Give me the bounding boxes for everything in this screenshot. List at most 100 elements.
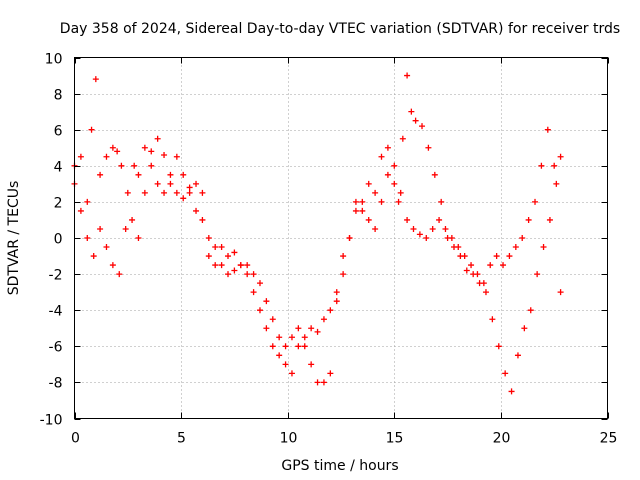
data-point bbox=[395, 198, 402, 205]
data-point bbox=[218, 244, 225, 251]
data-point bbox=[167, 180, 174, 187]
data-point bbox=[327, 370, 334, 377]
data-point bbox=[114, 148, 121, 155]
data-point bbox=[173, 189, 180, 196]
data-point bbox=[180, 195, 187, 202]
data-point bbox=[92, 76, 99, 83]
data-point bbox=[544, 126, 551, 133]
data-point bbox=[419, 123, 426, 130]
data-point bbox=[538, 162, 545, 169]
data-point bbox=[519, 235, 526, 241]
data-point bbox=[416, 231, 423, 238]
data-point bbox=[480, 280, 487, 287]
y-tick-label: -2 bbox=[49, 268, 63, 284]
data-point bbox=[231, 267, 238, 274]
series-track-a bbox=[71, 72, 564, 395]
data-point bbox=[365, 180, 372, 187]
data-point bbox=[546, 216, 553, 223]
data-point bbox=[514, 352, 521, 359]
data-point bbox=[378, 198, 385, 205]
data-point bbox=[412, 117, 419, 124]
grid bbox=[74, 57, 608, 419]
y-axis-label: SDTVAR / TECUs bbox=[6, 181, 22, 296]
series-track-b bbox=[71, 126, 564, 386]
data-point bbox=[77, 153, 84, 160]
data-point bbox=[135, 235, 142, 241]
tick-labels: 0 5 10 15 20 25 -10 -8 -6 -4 -2 0 2 4 6 8 10 bbox=[40, 52, 618, 447]
data-point bbox=[482, 289, 489, 296]
data-point bbox=[276, 352, 283, 359]
data-point bbox=[97, 225, 104, 232]
data-point bbox=[527, 307, 534, 314]
data-point bbox=[340, 253, 347, 260]
data-point bbox=[109, 262, 116, 269]
data-point bbox=[77, 207, 84, 214]
data-point bbox=[250, 289, 257, 296]
data-point bbox=[135, 171, 142, 178]
data-point bbox=[425, 144, 432, 151]
data-point bbox=[463, 267, 470, 274]
y-tick-label: -8 bbox=[49, 376, 63, 392]
data-point bbox=[359, 207, 366, 214]
data-point bbox=[314, 328, 321, 335]
data-point bbox=[408, 108, 415, 115]
data-point bbox=[141, 144, 148, 151]
data-point bbox=[346, 235, 353, 241]
data-point bbox=[269, 316, 276, 323]
data-point bbox=[173, 153, 180, 160]
data-point bbox=[429, 225, 436, 232]
data-point bbox=[365, 216, 372, 223]
data-point bbox=[308, 361, 315, 368]
data-point bbox=[532, 198, 539, 205]
data-point bbox=[378, 153, 385, 160]
data-point bbox=[186, 184, 193, 191]
data-point bbox=[295, 325, 302, 332]
data-point bbox=[180, 171, 187, 178]
x-tick-label: 15 bbox=[386, 431, 404, 447]
data-point bbox=[508, 388, 515, 395]
data-point bbox=[212, 262, 219, 269]
axis-ticks bbox=[74, 57, 609, 420]
y-tick-label: 2 bbox=[54, 196, 63, 212]
data-point bbox=[212, 244, 219, 251]
data-point bbox=[250, 271, 257, 278]
data-point bbox=[557, 153, 564, 160]
data-point bbox=[333, 289, 340, 296]
data-point bbox=[301, 343, 308, 350]
y-tick-label: 4 bbox=[54, 160, 63, 176]
chart-title: Day 358 of 2024, Sidereal Day-to-day VTE… bbox=[60, 21, 620, 37]
data-point bbox=[487, 262, 494, 269]
data-point bbox=[308, 325, 315, 332]
data-point bbox=[193, 207, 200, 214]
data-point bbox=[397, 189, 404, 196]
data-point bbox=[282, 343, 289, 350]
data-point bbox=[205, 253, 212, 260]
data-point bbox=[391, 162, 398, 169]
data-point bbox=[141, 189, 148, 196]
data-point bbox=[359, 198, 366, 205]
data-point bbox=[116, 271, 123, 278]
data-point bbox=[282, 361, 289, 368]
data-point bbox=[263, 298, 270, 305]
data-point bbox=[263, 325, 270, 332]
data-point bbox=[500, 262, 507, 269]
data-point bbox=[384, 171, 391, 178]
data-point bbox=[468, 262, 475, 269]
x-tick-label: 20 bbox=[493, 431, 511, 447]
data-point bbox=[320, 316, 327, 323]
data-point bbox=[404, 72, 411, 79]
data-point bbox=[438, 198, 445, 205]
x-tick-label: 10 bbox=[280, 431, 298, 447]
data-point bbox=[84, 235, 91, 241]
data-point bbox=[88, 126, 95, 133]
data-point bbox=[384, 144, 391, 151]
data-point bbox=[199, 216, 206, 223]
data-point bbox=[553, 180, 560, 187]
data-point bbox=[404, 216, 411, 223]
data-point bbox=[489, 316, 496, 323]
data-point bbox=[129, 216, 136, 223]
data-point bbox=[521, 325, 528, 332]
y-tick-label: -6 bbox=[49, 340, 63, 356]
data-point bbox=[551, 162, 558, 169]
data-point bbox=[557, 289, 564, 296]
